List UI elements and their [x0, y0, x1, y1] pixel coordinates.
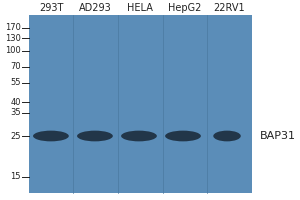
Text: 15: 15 — [10, 172, 21, 181]
Text: 170: 170 — [5, 23, 21, 32]
Ellipse shape — [33, 131, 69, 141]
Text: BAP31: BAP31 — [260, 131, 296, 141]
Ellipse shape — [213, 131, 241, 141]
Bar — [29, 15, 252, 193]
Text: 100: 100 — [5, 46, 21, 55]
Text: 55: 55 — [10, 78, 21, 87]
Text: AD293: AD293 — [80, 3, 112, 13]
Text: 40: 40 — [10, 98, 21, 107]
Text: HepG2: HepG2 — [168, 3, 202, 13]
Ellipse shape — [165, 131, 201, 141]
Text: 35: 35 — [10, 108, 21, 117]
Ellipse shape — [121, 131, 157, 141]
Text: 293T: 293T — [39, 3, 63, 13]
Text: 22RV1: 22RV1 — [214, 3, 245, 13]
Text: HELA: HELA — [128, 3, 153, 13]
Text: 25: 25 — [10, 132, 21, 141]
Ellipse shape — [77, 131, 113, 141]
Text: 70: 70 — [10, 62, 21, 71]
Text: 130: 130 — [5, 34, 21, 43]
